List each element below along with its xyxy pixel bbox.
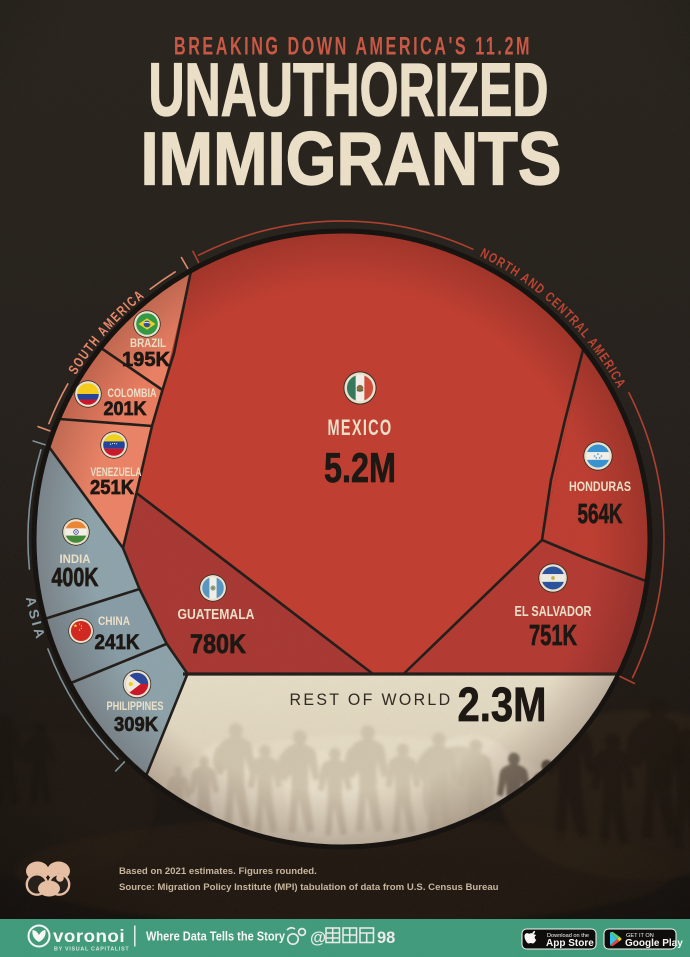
svg-text:Where Data Tells the Story: Where Data Tells the Story bbox=[146, 929, 286, 944]
svg-text:@: @ bbox=[310, 929, 326, 947]
svg-text:Google Play: Google Play bbox=[625, 938, 683, 949]
svg-text:BY VISUAL CAPITALIST: BY VISUAL CAPITALIST bbox=[54, 947, 129, 953]
svg-text:GET IT ON: GET IT ON bbox=[626, 933, 654, 939]
svg-text:voronoi: voronoi bbox=[53, 926, 125, 946]
svg-text:Download on the: Download on the bbox=[547, 933, 589, 939]
svg-text:98: 98 bbox=[377, 929, 395, 947]
svg-text:App Store: App Store bbox=[546, 938, 594, 949]
